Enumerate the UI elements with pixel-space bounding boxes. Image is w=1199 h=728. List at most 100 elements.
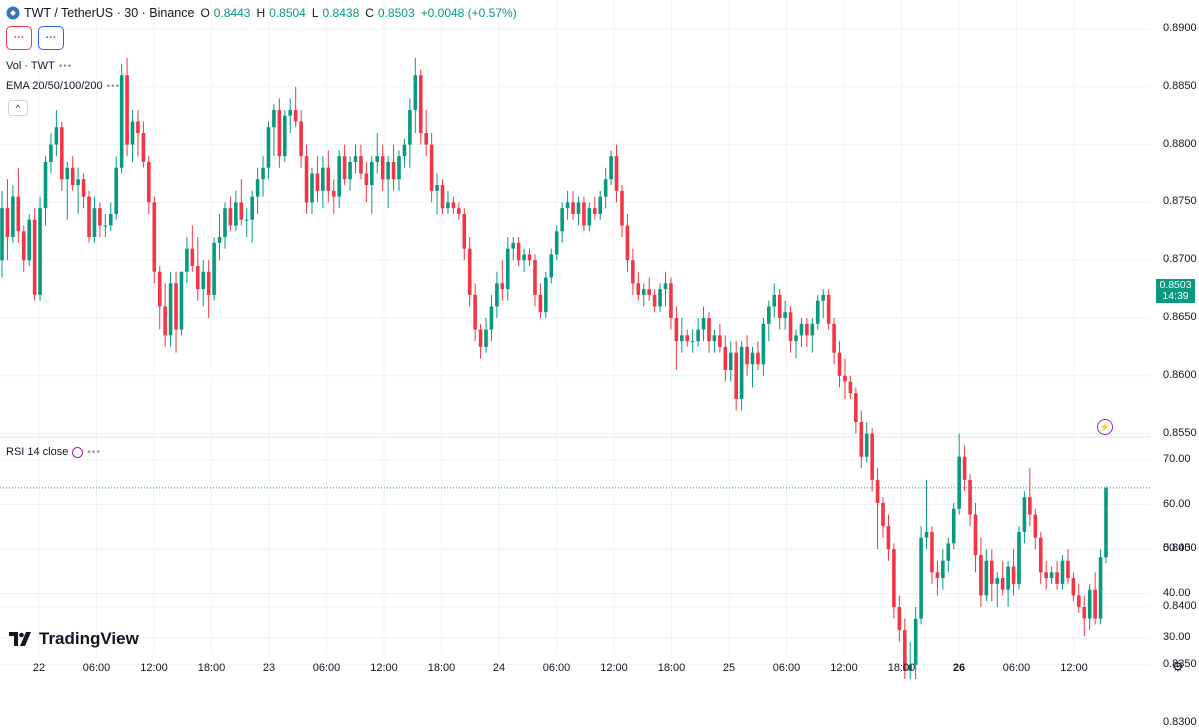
candle-body [533, 260, 537, 295]
candle-body [554, 231, 559, 255]
candle-body [946, 543, 951, 561]
candle [680, 318, 684, 353]
candle-body [783, 312, 787, 318]
candle [603, 167, 608, 209]
candle-body [326, 167, 331, 191]
candle-body [125, 75, 129, 145]
candle-body [707, 318, 711, 342]
ema-indicator[interactable]: EMA 20/50/100/200 ••• [6, 80, 120, 92]
candle-body [364, 173, 369, 186]
candle [326, 150, 331, 203]
candle-body [462, 213, 467, 249]
candle-body [65, 167, 70, 180]
candle [620, 185, 624, 238]
candle-body [696, 329, 700, 342]
candle-body [0, 208, 4, 261]
candle-body [641, 289, 646, 295]
lightning-icon[interactable]: ⚡ [1097, 419, 1113, 435]
candle-body [168, 283, 173, 336]
candle [636, 271, 641, 301]
candle-body [321, 167, 325, 191]
candle [119, 63, 124, 174]
volume-indicator[interactable]: Vol · TWT ••• [6, 60, 72, 72]
candle-body [941, 560, 945, 579]
candle [206, 260, 211, 318]
candle [609, 150, 613, 186]
candle [810, 318, 815, 353]
sell-button[interactable]: ··· [6, 26, 32, 50]
more-dots-icon[interactable]: ••• [106, 80, 121, 92]
candle [342, 144, 347, 186]
candle-body [1093, 589, 1097, 619]
candle [544, 271, 548, 318]
candle-body [266, 127, 271, 168]
candle-body [1011, 566, 1016, 584]
candle-body [913, 618, 918, 665]
candle [462, 208, 467, 261]
candle [1033, 508, 1038, 550]
candle [690, 329, 695, 353]
candle [848, 375, 853, 399]
candle [484, 318, 488, 353]
candle [1011, 549, 1016, 596]
candle [941, 549, 945, 590]
collapse-legend-button[interactable]: ^ [8, 100, 28, 116]
candle-body [538, 294, 543, 313]
candle [413, 57, 418, 134]
candle [989, 549, 994, 602]
candle-body [603, 179, 608, 197]
candle-body [723, 346, 728, 371]
gear-icon[interactable]: ⚙ [1172, 659, 1184, 674]
candle [92, 196, 97, 243]
last-price-value: 0.8503 [1159, 279, 1192, 291]
candle-body [212, 242, 216, 295]
candle-body [272, 109, 276, 128]
buy-button[interactable]: ··· [38, 26, 64, 50]
more-dots-icon[interactable]: ••• [87, 446, 101, 458]
candle-body [951, 508, 956, 544]
candle-body [718, 335, 722, 347]
candle-body [299, 121, 303, 157]
candle [870, 427, 874, 492]
candle [21, 225, 26, 272]
candle [913, 607, 918, 679]
candle [495, 271, 499, 318]
candle [723, 335, 728, 382]
candle-body [881, 502, 885, 527]
candle-body [43, 161, 48, 209]
more-dots-icon[interactable]: ••• [58, 60, 73, 72]
candle-body [402, 144, 407, 157]
candle-body [348, 161, 352, 180]
candle [81, 173, 86, 209]
candle [1066, 549, 1070, 584]
refresh-icon[interactable] [72, 446, 84, 458]
candle-body [897, 607, 902, 631]
candle [261, 156, 265, 197]
candle-body [935, 572, 940, 579]
candle-body [108, 213, 113, 226]
candle [250, 190, 254, 243]
candle-body [560, 208, 564, 232]
candle-body [1082, 607, 1087, 619]
price-tick-label: 0.8700 [1163, 253, 1197, 266]
candle [826, 289, 831, 330]
candle [625, 213, 630, 272]
candle [533, 254, 537, 307]
candle [391, 144, 396, 191]
candle-body [1000, 578, 1005, 590]
rsi-tick-label: 60.00 [1163, 497, 1191, 510]
rsi-indicator[interactable]: RSI 14 close ••• [6, 446, 101, 458]
close-label: C [365, 6, 374, 20]
symbol-title[interactable]: TWT / TetherUS · 30 · Binance [24, 6, 195, 20]
candle [707, 312, 711, 353]
price-chart[interactable] [0, 0, 1199, 679]
candle [930, 526, 934, 584]
candle-body [255, 179, 260, 197]
candle [875, 468, 880, 550]
candle [32, 208, 37, 301]
candle-body [908, 664, 913, 671]
candle [756, 341, 760, 371]
time-tick-label: 18:00 [197, 662, 226, 674]
candle-body [886, 526, 891, 550]
candle-body [185, 248, 189, 272]
